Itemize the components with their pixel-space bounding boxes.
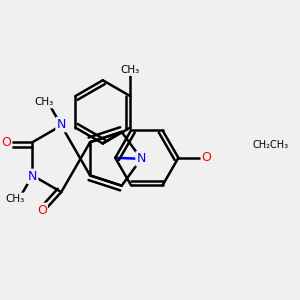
Text: CH₃: CH₃ [121, 65, 140, 75]
Text: O: O [1, 136, 11, 149]
Text: N: N [136, 152, 146, 165]
Text: CH₃: CH₃ [6, 194, 25, 204]
Text: O: O [202, 151, 212, 164]
Text: CH₃: CH₃ [34, 97, 54, 107]
Text: N: N [28, 170, 37, 183]
Text: N: N [57, 118, 66, 131]
Text: O: O [37, 204, 47, 217]
Text: CH₂CH₃: CH₂CH₃ [253, 140, 289, 149]
